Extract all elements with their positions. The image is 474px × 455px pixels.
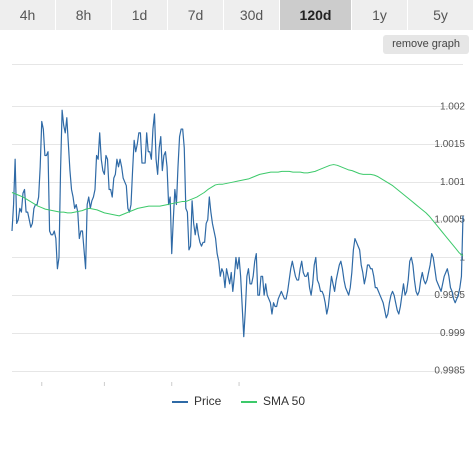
y-tick-label: 1.001 — [440, 177, 465, 188]
legend-swatch-price — [172, 400, 188, 403]
y-tick-label: 1.0005 — [434, 215, 465, 226]
tab-1d[interactable]: 1d — [112, 0, 168, 30]
grid-lines — [12, 64, 463, 372]
legend-swatch-sma — [241, 400, 257, 403]
legend-label-sma: SMA 50 — [263, 394, 306, 408]
tab-1y[interactable]: 1y — [352, 0, 408, 30]
chart-legend: Price SMA 50 — [0, 393, 474, 411]
y-tick-label: 0.999 — [440, 328, 465, 339]
y-tick-label: 0.9995 — [434, 290, 465, 301]
y-tick-label: 0.9985 — [434, 366, 465, 377]
legend-item-sma[interactable]: SMA 50 — [241, 393, 305, 409]
y-tick-label: 1.002 — [440, 101, 465, 112]
sma-50-line — [11, 164, 464, 257]
tab-8h[interactable]: 8h — [56, 0, 112, 30]
remove-graph-button[interactable]: remove graph — [383, 35, 469, 54]
tab-120d[interactable]: 120d — [280, 0, 352, 30]
x-axis-ticks: Aug '25Sep '25Oct '25Nov '25 — [41, 382, 240, 386]
tab-7d[interactable]: 7d — [168, 0, 224, 30]
tab-5y[interactable]: 5y — [408, 0, 474, 30]
time-range-tabs: 4h 8h 1d 7d 30d 120d 1y 5y — [0, 0, 474, 30]
price-chart: 1.0021.00151.0011.000510.99950.9990.9985… — [11, 64, 465, 386]
tab-4h[interactable]: 4h — [0, 0, 56, 30]
price-line — [11, 109, 464, 338]
legend-item-price[interactable]: Price — [172, 393, 221, 409]
y-tick-label: 1.0015 — [434, 139, 465, 150]
legend-label-price: Price — [194, 394, 222, 408]
series-lines — [11, 109, 464, 338]
tab-30d[interactable]: 30d — [224, 0, 280, 30]
